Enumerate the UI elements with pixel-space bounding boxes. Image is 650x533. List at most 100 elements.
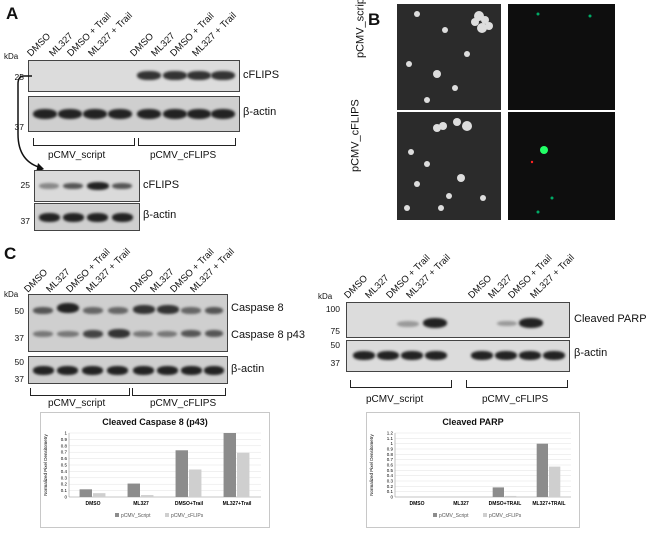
band (57, 303, 79, 313)
kda-label: kDa (318, 292, 333, 301)
blot-actin-a (28, 96, 240, 132)
bar (223, 433, 236, 497)
x-tick-label: ML327+TRAIL (532, 501, 565, 507)
y-tick-label: 1.2 (387, 431, 394, 436)
band (83, 109, 107, 119)
band (181, 366, 202, 375)
y-tick-label: 0.4 (387, 473, 394, 478)
band (181, 330, 201, 337)
mw-marker: 37 (20, 216, 30, 226)
blot-caspase8 (28, 294, 228, 352)
legend-swatch (165, 513, 169, 517)
band (63, 183, 83, 189)
y-tick-label: 0 (390, 495, 393, 500)
mw-marker: 50 (330, 340, 340, 350)
band (58, 109, 82, 119)
kda-label: kDa (4, 290, 19, 299)
panel-letter-b: B (368, 10, 381, 29)
legend-label: pCMV_cFLIPs (489, 513, 522, 519)
band (112, 213, 133, 222)
band (87, 182, 109, 190)
x-tick-label: ML327 (133, 501, 149, 507)
mw-marker: 25 (14, 72, 24, 82)
protein-label-cflip: cFLIPS (143, 179, 180, 191)
bar (505, 495, 517, 497)
band (205, 307, 223, 314)
band (83, 330, 103, 338)
fluorescence-image-script (508, 4, 615, 110)
band (82, 366, 103, 375)
y-tick-label: 0.3 (61, 475, 68, 480)
band (137, 71, 161, 80)
band (187, 109, 211, 119)
band (471, 351, 493, 360)
band (353, 351, 375, 360)
bar (93, 493, 106, 497)
group-label-script: pCMV_script (366, 394, 424, 405)
group-label-script: pCMV_script (48, 398, 106, 409)
band (33, 307, 53, 314)
band (187, 71, 211, 80)
y-tick-label: 0.9 (61, 437, 68, 442)
group-bracket (132, 388, 226, 396)
protein-label-caspase8-p43: Caspase 8 p43 (231, 329, 305, 341)
band (83, 307, 103, 314)
blot-cleaved-parp (346, 302, 570, 338)
band (57, 366, 78, 375)
band (495, 351, 517, 360)
chart-title: Cleaved PARP (442, 417, 504, 427)
band (133, 305, 155, 314)
band (157, 331, 177, 337)
blot-actin-c-right (346, 340, 570, 372)
group-label-cflip: pCMV_cFLIPS (150, 150, 217, 161)
mw-marker: 37 (14, 122, 24, 132)
group-bracket (350, 380, 452, 388)
y-tick-label: 0.1 (387, 489, 394, 494)
band (108, 307, 128, 314)
blot-cflip-a (28, 60, 240, 92)
band (204, 366, 224, 375)
legend-label: pCMV_Script (439, 513, 469, 519)
chart-cleaved-parp: Cleaved PARP Normalized Pixel Densitomet… (366, 412, 580, 528)
mw-marker: 37 (330, 358, 340, 368)
group-bracket (30, 388, 130, 396)
y-tick-label: 0.2 (387, 484, 394, 489)
protein-label-actin: β-actin (243, 106, 277, 118)
blot-actin-a2 (34, 203, 140, 231)
band (543, 351, 565, 360)
band (33, 366, 54, 375)
legend-label: pCMV_Script (121, 513, 151, 519)
y-tick-label: 0 (64, 495, 67, 500)
y-tick-label: 0.5 (61, 463, 68, 468)
mw-marker: 50 (14, 357, 24, 367)
kda-label: kDa (4, 52, 19, 61)
band (425, 351, 447, 360)
bar (141, 495, 154, 497)
mw-marker: 100 (325, 304, 340, 314)
protein-label-actin: β-actin (574, 347, 608, 359)
protein-label-parp: Cleaved PARP (574, 313, 647, 325)
row-label-cflip: pCMV_cFLIPS (349, 99, 362, 172)
y-tick-label: 1 (390, 441, 393, 446)
y-tick-label: 0.8 (61, 443, 68, 448)
y-tick-label: 0.1 (61, 488, 68, 493)
y-tick-label: 0.4 (61, 469, 68, 474)
y-tick-label: 0.7 (387, 457, 394, 462)
group-label-script: pCMV_script (48, 150, 106, 161)
group-bracket (138, 138, 236, 146)
band (107, 366, 128, 375)
x-tick-label: DMSO+Trail (175, 501, 204, 507)
y-tick-label: 0.7 (61, 450, 68, 455)
y-tick-label: 0.5 (387, 468, 394, 473)
protein-label-caspase8: Caspase 8 (231, 302, 284, 314)
y-tick-label: 0.3 (387, 479, 394, 484)
bar (237, 452, 250, 497)
bar (549, 466, 561, 497)
bar (175, 450, 188, 497)
x-tick-label: DMSO (86, 501, 101, 507)
blot-actin-c-left (28, 356, 228, 384)
band (157, 366, 178, 375)
band (519, 351, 541, 360)
group-bracket (33, 138, 135, 146)
group-label-cflip: pCMV_cFLIPS (150, 398, 217, 409)
